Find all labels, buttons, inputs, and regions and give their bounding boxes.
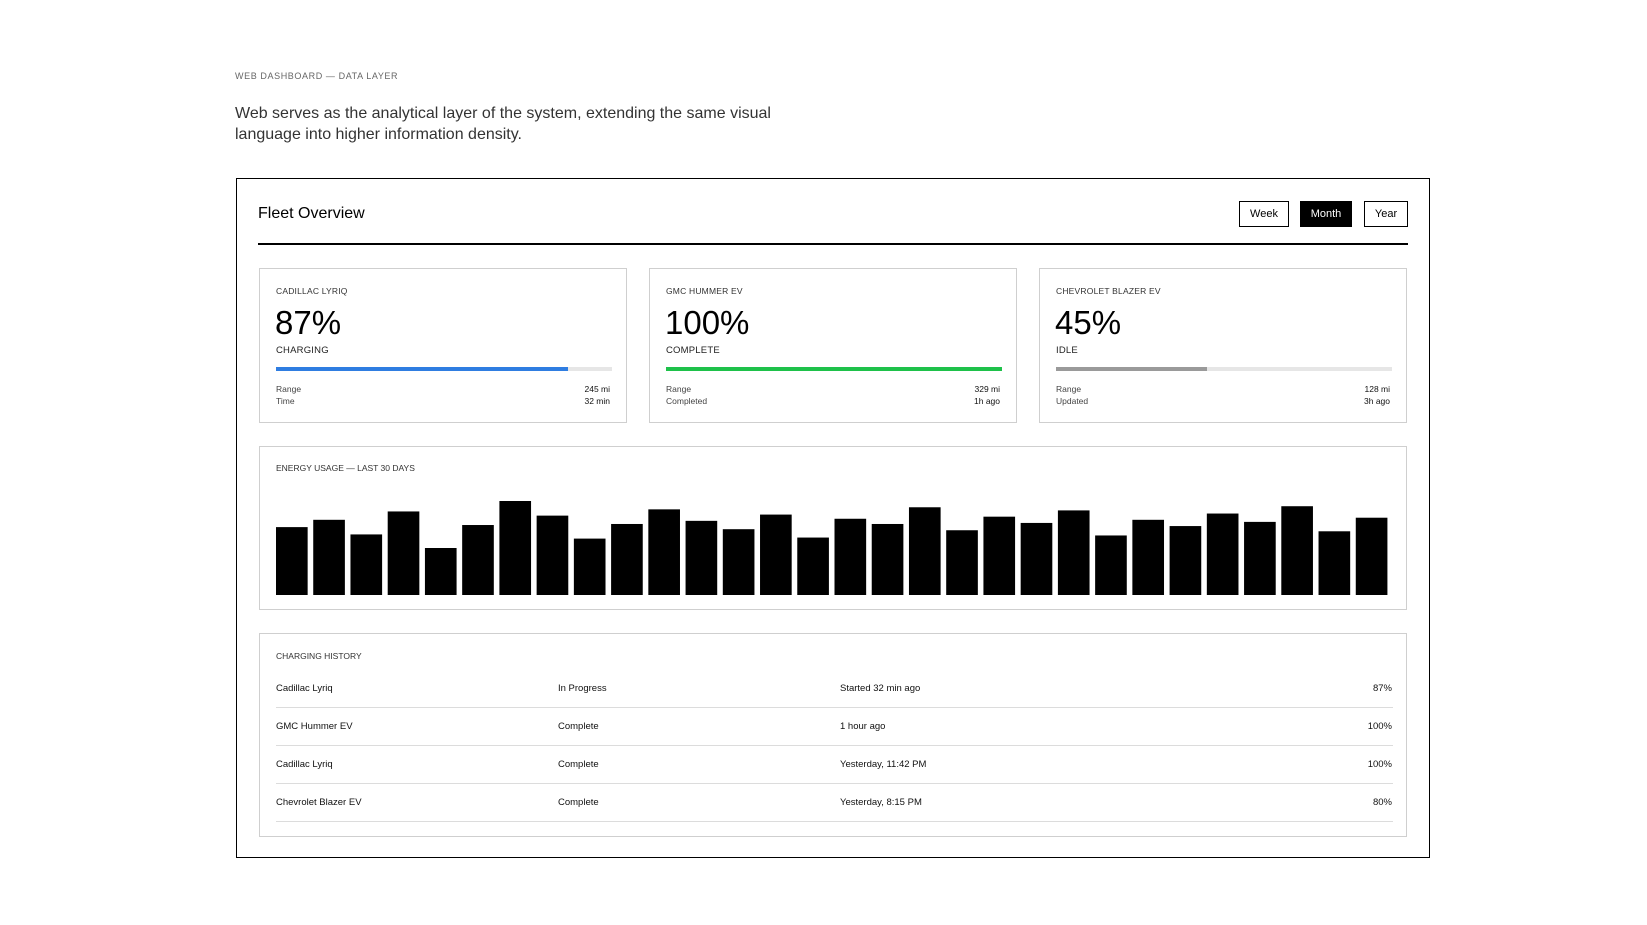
bar: [387, 511, 420, 595]
panel-title: CHARGING HISTORY: [276, 651, 362, 661]
dashboard: Fleet Overview ENERGY USAGE — LAST 30 DA…: [236, 178, 1430, 858]
bar: [1244, 521, 1276, 595]
row-divider: [276, 707, 1393, 708]
progress-fill: [276, 367, 569, 371]
progress-fill: [666, 367, 1002, 371]
bar: [834, 518, 867, 595]
bar: [462, 525, 494, 595]
vehicle-name: GMC HUMMER EV: [666, 286, 743, 296]
stat-value: 329 mi: [974, 384, 1000, 394]
stat-value: 3h ago: [1364, 396, 1390, 406]
bar: [313, 519, 345, 595]
description: Web serves as the analytical layer of th…: [235, 105, 771, 143]
bar: [573, 538, 606, 595]
status-cell: In Progress: [558, 683, 607, 694]
panel-title: ENERGY USAGE — LAST 30 DAYS: [276, 463, 415, 473]
bar: [424, 548, 457, 595]
charge-cell: 100%: [1367, 721, 1392, 732]
energy-chart: [276, 501, 1388, 595]
progress-track: [1056, 367, 1392, 371]
bar: [722, 529, 755, 595]
stat-value: 1h ago: [974, 396, 1000, 406]
time-cell: 1 hour ago: [840, 721, 886, 732]
bar: [946, 530, 978, 595]
bar: [1169, 526, 1202, 595]
bar: [983, 516, 1016, 595]
stat-label: Range: [1056, 384, 1082, 394]
vehicle-cell: Cadillac Lyriq: [276, 759, 333, 770]
row-divider: [276, 821, 1393, 822]
bar: [1132, 519, 1165, 595]
stat-value: 245 mi: [584, 384, 610, 394]
stat-label: Range: [276, 384, 302, 394]
progress-fill: [1056, 367, 1208, 371]
vehicle-name: CHEVROLET BLAZER EV: [1056, 286, 1161, 296]
bar: [871, 523, 904, 595]
charge-cell: 87%: [1372, 683, 1392, 694]
bar: [499, 501, 532, 595]
energy-panel: ENERGY USAGE — LAST 30 DAYS: [259, 446, 1407, 610]
vehicle-cell: Chevrolet Blazer EV: [276, 797, 362, 808]
time-cell: Yesterday, 11:42 PM: [840, 759, 927, 770]
status-cell: Complete: [558, 759, 599, 770]
charge-status: COMPLETE: [666, 345, 720, 356]
period-button[interactable]: Month: [1300, 201, 1352, 227]
charge-cell: 80%: [1372, 797, 1392, 808]
bar: [536, 515, 569, 595]
dashboard-title: Fleet Overview: [258, 205, 365, 222]
period-button[interactable]: Year: [1364, 201, 1408, 227]
row-divider: [276, 783, 1393, 784]
bar: [1318, 531, 1351, 595]
bar: [611, 523, 643, 595]
charge-cell: 100%: [1367, 759, 1392, 770]
bar: [908, 507, 941, 595]
stat-label: Updated: [1056, 396, 1089, 406]
vehicle-card: GMC HUMMER EV 100% COMPLETE Range 329 mi Comp…: [649, 268, 1017, 423]
time-cell: Started 32 min ago: [840, 683, 921, 694]
bar: [797, 537, 829, 595]
stat-value: 128 mi: [1364, 384, 1390, 394]
bar: [760, 514, 792, 595]
charge-status: CHARGING: [276, 345, 329, 356]
vehicle-card: CHEVROLET BLAZER EV 45% IDLE Range 128 mi Upd…: [1039, 268, 1407, 423]
vehicle-card: CADILLAC LYRIQ 87% CHARGING Range 245 mi Time…: [259, 268, 627, 423]
vehicle-name: CADILLAC LYRIQ: [276, 286, 348, 296]
bar: [276, 527, 308, 595]
charge-percent: 100%: [665, 304, 750, 341]
progress-track: [666, 367, 1002, 371]
charge-status: IDLE: [1056, 345, 1078, 356]
charge-percent: 45%: [1055, 304, 1122, 341]
bar: [1020, 522, 1053, 595]
bar: [1206, 513, 1239, 595]
status-cell: Complete: [558, 797, 599, 808]
bar: [1355, 517, 1388, 595]
time-cell: Yesterday, 8:15 PM: [840, 797, 922, 808]
progress-track: [276, 367, 612, 371]
stat-value: 32 min: [584, 396, 610, 406]
stat-label: Range: [666, 384, 692, 394]
history-panel: CHARGING HISTORY Cadillac Lyriq In Progre…: [259, 633, 1407, 837]
stat-label: Completed: [666, 396, 708, 406]
bar: [350, 534, 383, 595]
charge-percent: 87%: [275, 304, 342, 341]
status-cell: Complete: [558, 721, 599, 732]
eyebrow: WEB DASHBOARD — DATA LAYER: [235, 71, 399, 81]
bar: [1057, 510, 1090, 595]
row-divider: [276, 745, 1393, 746]
divider: [258, 243, 1408, 245]
vehicle-cell: Cadillac Lyriq: [276, 683, 333, 694]
period-button[interactable]: Week: [1239, 201, 1289, 227]
bar: [1281, 506, 1313, 595]
bar: [685, 520, 718, 595]
bar: [1095, 535, 1127, 595]
stat-label: Time: [276, 396, 295, 406]
bar: [648, 509, 680, 595]
vehicle-cell: GMC Hummer EV: [276, 721, 353, 732]
